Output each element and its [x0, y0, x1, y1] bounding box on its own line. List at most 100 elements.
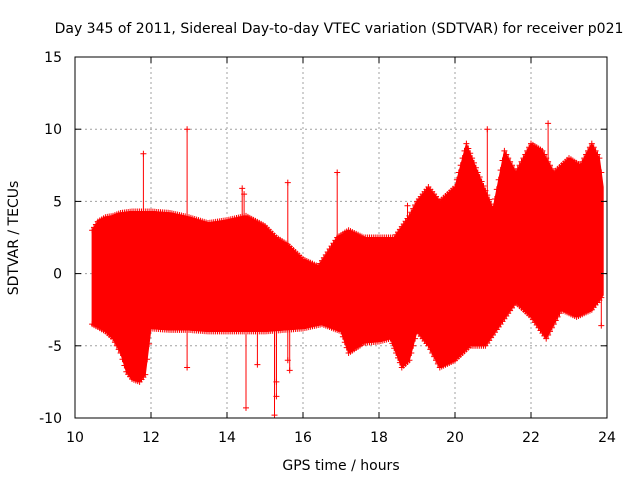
outlier-point: [284, 357, 291, 364]
data-point: [393, 350, 400, 357]
data-layer: [89, 120, 605, 419]
data-point: [495, 176, 502, 183]
x-tick-label: 18: [370, 430, 388, 446]
data-point: [410, 342, 417, 349]
data-point: [522, 151, 529, 158]
data-point: [476, 174, 483, 181]
x-tick-label: 20: [446, 430, 464, 446]
data-point: [144, 356, 151, 363]
data-point: [412, 202, 419, 209]
data-point: [111, 339, 118, 346]
data-point: [339, 333, 346, 340]
data-point: [459, 155, 466, 162]
data-point: [146, 340, 153, 347]
data-point: [469, 155, 476, 162]
data-point: [577, 162, 584, 169]
data-point: [121, 362, 128, 369]
data-point: [113, 342, 120, 349]
outlier-point: [598, 322, 605, 329]
data-point: [343, 344, 350, 351]
data-point: [547, 162, 553, 169]
data-point: [509, 162, 515, 169]
data-point: [474, 169, 481, 176]
data-point: [427, 346, 434, 353]
data-point: [410, 205, 417, 212]
outlier-point: [484, 126, 491, 133]
data-point: [554, 313, 561, 320]
data-point: [514, 165, 521, 172]
x-tick-label: 24: [598, 430, 616, 446]
data-point: [431, 353, 438, 360]
plot-frame: [74, 56, 608, 419]
data-point: [497, 167, 504, 174]
data-point: [119, 356, 126, 363]
outlier-point: [273, 393, 280, 400]
data-point: [507, 158, 514, 165]
data-point: [110, 335, 116, 342]
data-point: [478, 178, 485, 185]
data-point: [117, 350, 124, 357]
data-point: [395, 354, 401, 361]
y-tick-label: 5: [53, 194, 62, 210]
outlier-point: [184, 364, 191, 371]
data-point: [486, 196, 493, 203]
outlier-point: [286, 367, 293, 374]
data-point: [493, 186, 500, 193]
data-point: [480, 183, 487, 190]
outlier-point: [241, 191, 248, 198]
chart-title: Day 345 of 2011, Sidereal Day-to-day VTE…: [55, 21, 624, 37]
data-point: [526, 144, 533, 151]
data-point: [488, 201, 495, 208]
data-point: [550, 321, 557, 328]
y-tick-label: 10: [44, 122, 62, 138]
data-point: [455, 169, 462, 176]
data-point: [406, 357, 413, 364]
data-point: [341, 339, 348, 346]
y-tick-label: -5: [48, 339, 62, 355]
ticks: 10 12 14 16 18 20 22 24 -10 -5 0 5 10 15: [39, 50, 616, 446]
data-point: [512, 169, 519, 176]
data-point: [429, 350, 436, 357]
outlier-point: [184, 126, 191, 133]
x-tick-label: 10: [66, 430, 84, 446]
data-point: [434, 360, 441, 367]
data-point: [465, 145, 472, 152]
data-point: [548, 324, 555, 331]
data-point: [115, 346, 122, 353]
outlier-point: [239, 185, 246, 192]
data-point: [387, 335, 394, 342]
data-point: [425, 342, 432, 349]
x-axis-label: GPS time / hours: [282, 458, 399, 474]
outlier-point: [545, 120, 552, 127]
data-point: [391, 345, 398, 352]
x-tick-label: 14: [218, 430, 236, 446]
data-point: [518, 158, 525, 165]
outlier-point: [271, 412, 278, 419]
outlier-point: [254, 361, 261, 368]
data-point: [539, 147, 546, 154]
data-point: [452, 183, 458, 190]
data-point: [338, 328, 344, 335]
data-point: [524, 147, 531, 154]
outlier-point: [243, 404, 249, 411]
data-point: [472, 164, 479, 171]
x-tick-label: 22: [522, 430, 540, 446]
data-point: [461, 147, 468, 154]
data-point: [396, 359, 403, 366]
outlier-point: [284, 179, 291, 186]
data-point: [491, 195, 498, 202]
x-tick-label: 12: [142, 430, 160, 446]
data-point: [433, 357, 439, 364]
data-point: [505, 155, 512, 162]
y-axis-label: SDTVAR / TECUs: [6, 181, 22, 296]
data-point: [596, 155, 603, 162]
data-point: [501, 147, 508, 154]
data-point: [503, 151, 510, 158]
data-point: [453, 176, 460, 183]
data-point: [389, 340, 396, 347]
data-point: [581, 155, 588, 162]
data-point: [408, 209, 415, 216]
data-point: [590, 144, 597, 151]
data-point: [463, 140, 470, 147]
